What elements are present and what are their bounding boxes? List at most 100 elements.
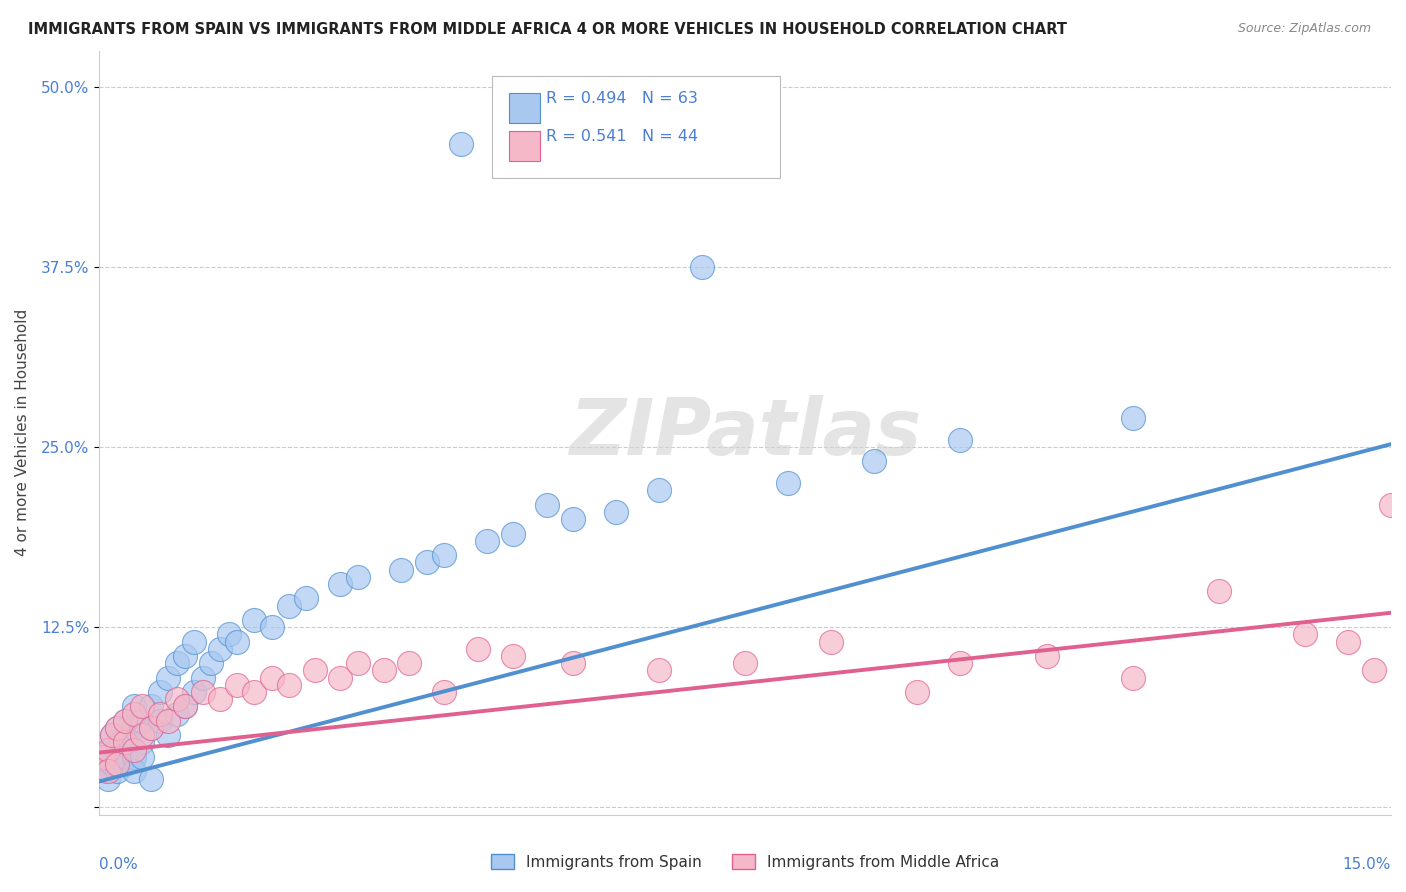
Point: [166, 657, 188, 671]
Point: [398, 657, 420, 671]
Text: 0.0%: 0.0%: [100, 856, 138, 871]
Point: [450, 137, 472, 152]
Point: [157, 728, 180, 742]
Point: [1122, 411, 1144, 425]
Point: [114, 750, 136, 764]
Point: [561, 512, 583, 526]
Point: [105, 757, 128, 772]
Point: [208, 692, 231, 706]
Point: [174, 699, 197, 714]
Point: [114, 714, 136, 728]
Point: [122, 764, 145, 779]
Point: [105, 764, 128, 779]
Point: [277, 599, 299, 613]
Point: [96, 764, 118, 779]
Point: [101, 757, 124, 772]
Point: [949, 657, 972, 671]
Point: [107, 750, 129, 764]
Point: [1208, 584, 1230, 599]
Point: [149, 714, 172, 728]
Point: [131, 728, 153, 742]
Point: [1337, 634, 1360, 648]
Point: [149, 706, 172, 721]
Text: ZIPatlas: ZIPatlas: [569, 394, 921, 471]
Point: [97, 764, 120, 779]
Text: 15.0%: 15.0%: [1343, 856, 1391, 871]
Point: [139, 699, 162, 714]
Point: [536, 498, 558, 512]
Point: [105, 721, 128, 735]
Point: [467, 641, 489, 656]
Point: [183, 634, 205, 648]
Point: [114, 757, 136, 772]
Text: Source: ZipAtlas.com: Source: ZipAtlas.com: [1237, 22, 1371, 36]
Point: [949, 433, 972, 447]
Point: [122, 721, 145, 735]
Point: [139, 721, 162, 735]
Point: [389, 562, 412, 576]
Point: [114, 728, 136, 742]
Text: R = 0.541   N = 44: R = 0.541 N = 44: [546, 129, 697, 145]
Point: [139, 772, 162, 786]
Point: [502, 648, 524, 663]
Point: [502, 526, 524, 541]
Point: [98, 742, 121, 756]
Point: [905, 685, 928, 699]
Point: [131, 750, 153, 764]
Point: [373, 664, 395, 678]
Point: [243, 685, 266, 699]
Point: [260, 671, 283, 685]
Point: [226, 678, 249, 692]
Point: [174, 699, 197, 714]
Point: [131, 699, 153, 714]
Point: [191, 671, 214, 685]
Point: [863, 454, 886, 468]
Point: [648, 664, 671, 678]
Point: [93, 750, 115, 764]
Point: [346, 657, 368, 671]
Point: [166, 692, 188, 706]
Point: [433, 548, 456, 562]
Point: [118, 735, 141, 749]
Point: [174, 648, 197, 663]
Point: [191, 685, 214, 699]
Point: [475, 533, 498, 548]
Point: [1294, 627, 1316, 641]
Point: [243, 613, 266, 627]
Point: [304, 664, 326, 678]
Point: [157, 714, 180, 728]
Point: [1379, 498, 1402, 512]
Point: [329, 577, 352, 591]
Point: [122, 750, 145, 764]
Point: [605, 505, 627, 519]
Point: [97, 772, 120, 786]
Point: [114, 714, 136, 728]
Point: [346, 570, 368, 584]
Point: [226, 634, 249, 648]
Point: [131, 714, 153, 728]
Point: [329, 671, 352, 685]
Point: [105, 742, 128, 756]
Point: [208, 641, 231, 656]
Point: [122, 742, 145, 756]
Point: [200, 657, 222, 671]
Point: [415, 555, 437, 569]
Point: [122, 699, 145, 714]
Point: [157, 671, 180, 685]
Point: [218, 627, 240, 641]
Point: [1122, 671, 1144, 685]
Point: [105, 721, 128, 735]
Point: [295, 591, 318, 606]
Point: [1362, 664, 1385, 678]
Point: [97, 742, 120, 756]
Point: [561, 657, 583, 671]
Point: [101, 728, 124, 742]
Point: [139, 721, 162, 735]
Legend: Immigrants from Spain, Immigrants from Middle Africa: Immigrants from Spain, Immigrants from M…: [485, 847, 1005, 876]
Text: IMMIGRANTS FROM SPAIN VS IMMIGRANTS FROM MIDDLE AFRICA 4 OR MORE VEHICLES IN HOU: IMMIGRANTS FROM SPAIN VS IMMIGRANTS FROM…: [28, 22, 1067, 37]
Point: [131, 735, 153, 749]
Point: [277, 678, 299, 692]
Point: [97, 750, 120, 764]
Point: [93, 757, 115, 772]
Point: [1035, 648, 1057, 663]
